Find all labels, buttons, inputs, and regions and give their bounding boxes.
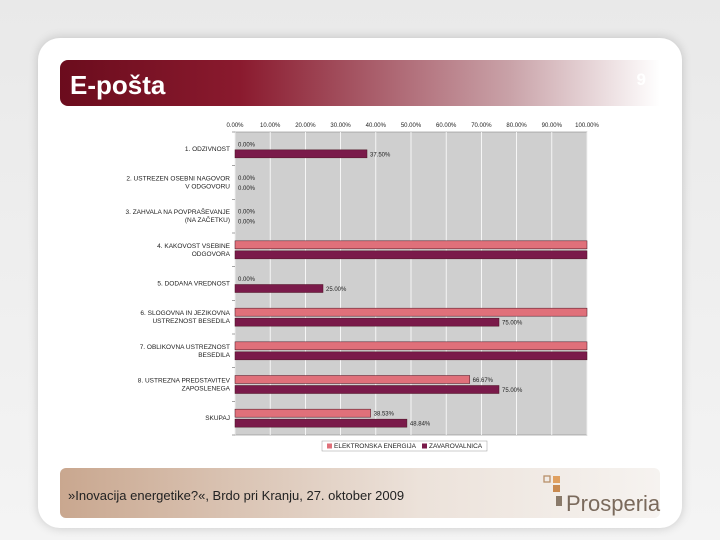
x-tick-label: 60.00% bbox=[436, 123, 457, 129]
category-label: 5. DODANA VREDNOST bbox=[157, 281, 230, 288]
x-tick-label: 30.00% bbox=[330, 123, 351, 129]
footer-text: »Inovacija energetike?«, Brdo pri Kranju… bbox=[68, 488, 405, 503]
bar-2 bbox=[234, 385, 500, 394]
data-label: 66.67% bbox=[473, 378, 494, 384]
x-tick-label: 80.00% bbox=[506, 123, 527, 129]
category-label: 2. USTREZEN OSEBNI NAGOVOR V ODGOVORU bbox=[126, 176, 230, 191]
bar-1 bbox=[234, 341, 588, 351]
x-tick-label: 50.00% bbox=[401, 123, 422, 129]
data-label: 0.00% bbox=[238, 220, 256, 226]
data-label: 0.00% bbox=[238, 186, 256, 192]
legend-label: ZAVAROVALNICA bbox=[429, 443, 483, 450]
bar-2 bbox=[234, 250, 588, 260]
data-label: 38.53% bbox=[374, 412, 395, 418]
category-label: 7. OBLIKOVNA USTREZNOST BESEDILA bbox=[140, 344, 231, 359]
category-label: 4. KAKOVOST VSEBINE ODGOVORA bbox=[157, 243, 231, 258]
page-number: 9 bbox=[636, 70, 646, 89]
bar-2 bbox=[234, 418, 408, 428]
category-label: 6. SLOGOVNA IN JEZIKOVNA USTREZNOST BESED… bbox=[140, 310, 230, 325]
prosperia-logo-icon bbox=[543, 475, 562, 506]
slide-title: E-pošta bbox=[70, 70, 166, 100]
bar-2 bbox=[234, 351, 588, 361]
title-bar bbox=[60, 60, 660, 106]
x-tick-label: 100.00% bbox=[575, 123, 599, 129]
legend-box bbox=[321, 440, 488, 452]
data-label: 48.84% bbox=[410, 422, 431, 428]
category-label: SKUPAJ bbox=[205, 415, 230, 422]
x-tick-label: 0.00% bbox=[226, 123, 244, 129]
bar-1 bbox=[234, 408, 371, 418]
bar-1 bbox=[234, 240, 588, 250]
legend-swatch bbox=[327, 443, 332, 449]
x-tick-label: 10.00% bbox=[260, 123, 281, 129]
category-label: 1. ODZIVNOST bbox=[185, 146, 230, 153]
data-label: 0.00% bbox=[238, 277, 256, 283]
bar-2 bbox=[234, 149, 368, 159]
legend-label: ELEKTRONSKA ENERGIJA bbox=[334, 443, 417, 450]
x-tick-label: 70.00% bbox=[471, 123, 492, 129]
x-tick-label: 90.00% bbox=[542, 123, 563, 129]
data-label: 0.00% bbox=[238, 176, 256, 182]
data-label: 25.00% bbox=[326, 287, 347, 293]
category-label: 8. USTREZNA PREDSTAVITEV ZAPOSLENEGA bbox=[138, 378, 231, 393]
bar-2 bbox=[234, 317, 500, 327]
legend-swatch bbox=[422, 443, 427, 449]
data-label: 75.00% bbox=[502, 321, 523, 327]
bar-1 bbox=[234, 375, 470, 384]
data-label: 37.50% bbox=[370, 152, 391, 158]
x-tick-label: 20.00% bbox=[295, 123, 316, 129]
data-label: 75.00% bbox=[502, 388, 523, 394]
data-label: 0.00% bbox=[238, 210, 256, 216]
data-label: 0.00% bbox=[238, 142, 256, 148]
category-label: 3. ZAHVALA NA POVPRAŠEVANJE (NA ZAČETKU) bbox=[125, 207, 230, 224]
x-tick-label: 40.00% bbox=[366, 123, 387, 129]
logo-text: Prosperia bbox=[566, 491, 661, 516]
bar-2 bbox=[234, 284, 324, 293]
bar-1 bbox=[234, 307, 588, 317]
